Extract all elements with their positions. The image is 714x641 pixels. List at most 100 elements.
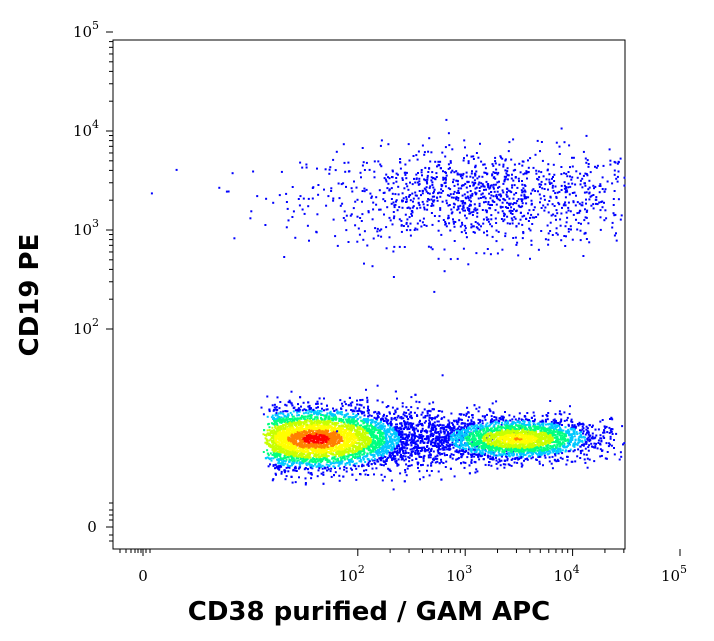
event-dot [337, 182, 340, 185]
event-dot [384, 442, 387, 445]
event-dot [399, 167, 402, 170]
event-dot [515, 202, 518, 205]
event-dot [403, 423, 406, 426]
event-dot [623, 176, 626, 179]
event-dot [324, 168, 327, 171]
event-dot [548, 181, 551, 184]
event-dot [457, 197, 460, 199]
event-dot [474, 193, 477, 196]
event-dot [575, 218, 577, 221]
event-dot [544, 206, 547, 209]
event-dot [266, 449, 269, 452]
event-dot [382, 192, 385, 194]
event-dot [500, 194, 503, 197]
event-dot [360, 428, 363, 431]
event-dot [474, 191, 477, 194]
event-dot [342, 217, 345, 219]
event-dot [464, 224, 467, 227]
event-dot [386, 187, 389, 190]
event-dot [374, 410, 377, 413]
event-dot [294, 442, 297, 445]
event-dot [515, 243, 518, 246]
event-dot [283, 256, 286, 258]
event-dot [587, 188, 590, 191]
event-dot [343, 454, 346, 457]
event-dot [391, 169, 394, 172]
event-dot [503, 178, 506, 181]
event-dot [370, 195, 373, 198]
event-dot [363, 187, 366, 190]
event-dot [308, 432, 311, 435]
event-dot [233, 237, 236, 240]
event-dot [516, 241, 519, 244]
event-dot [355, 462, 358, 465]
event-dot [376, 412, 379, 415]
event-dot [299, 447, 302, 450]
event-dot [619, 157, 622, 160]
event-dot [356, 240, 359, 243]
event-dot [365, 161, 368, 164]
event-dot [483, 185, 486, 188]
event-dot [576, 201, 579, 204]
event-dot [586, 209, 589, 212]
event-dot [342, 453, 345, 456]
event-dot [386, 442, 388, 444]
event-dot [330, 187, 333, 190]
event-dot [416, 228, 419, 231]
event-dot [331, 432, 334, 435]
event-dot [327, 435, 330, 438]
event-dot [603, 201, 605, 204]
event-dot [353, 462, 356, 465]
event-dot [269, 438, 272, 441]
event-dot [401, 458, 404, 460]
event-dot [333, 433, 336, 436]
event-dot [431, 223, 434, 226]
event-dot [355, 186, 358, 189]
event-dot [356, 399, 358, 402]
event-dot [418, 190, 421, 192]
event-dot [542, 204, 545, 207]
event-dot [425, 449, 428, 452]
event-dot [573, 191, 576, 194]
event-dot [492, 187, 495, 190]
event-dot [405, 171, 408, 174]
event-dot [491, 173, 494, 176]
event-dot [325, 408, 328, 411]
event-dot [540, 230, 543, 232]
event-dot [555, 460, 558, 463]
event-dot [297, 459, 300, 462]
event-dot [280, 421, 283, 424]
event-dot [294, 469, 297, 472]
event-dot [469, 185, 471, 188]
event-dot [476, 215, 479, 218]
event-dot [400, 443, 403, 446]
event-dot [548, 173, 551, 176]
event-dot [449, 193, 452, 196]
event-dot [567, 171, 570, 173]
event-dot [397, 440, 400, 443]
event-dot [306, 453, 309, 456]
event-dot [323, 414, 326, 417]
event-dot [284, 470, 287, 472]
event-dot [357, 434, 360, 436]
event-dot [272, 452, 275, 455]
event-dot [508, 210, 511, 213]
event-dot [435, 172, 438, 175]
event-dot [280, 416, 283, 419]
event-dot [452, 206, 455, 209]
event-dot [510, 177, 513, 180]
event-dot [433, 190, 435, 193]
event-dot [269, 430, 272, 433]
event-dot [508, 197, 511, 200]
event-dot [279, 401, 282, 403]
event-dot [441, 200, 444, 203]
event-dot [330, 452, 333, 455]
event-dot [500, 424, 503, 426]
event-dot [489, 204, 492, 206]
event-dot [365, 469, 368, 472]
event-dot [294, 465, 297, 468]
event-dot [490, 191, 493, 193]
event-dot [511, 219, 514, 222]
event-dot [547, 238, 550, 241]
event-dot [532, 188, 535, 191]
